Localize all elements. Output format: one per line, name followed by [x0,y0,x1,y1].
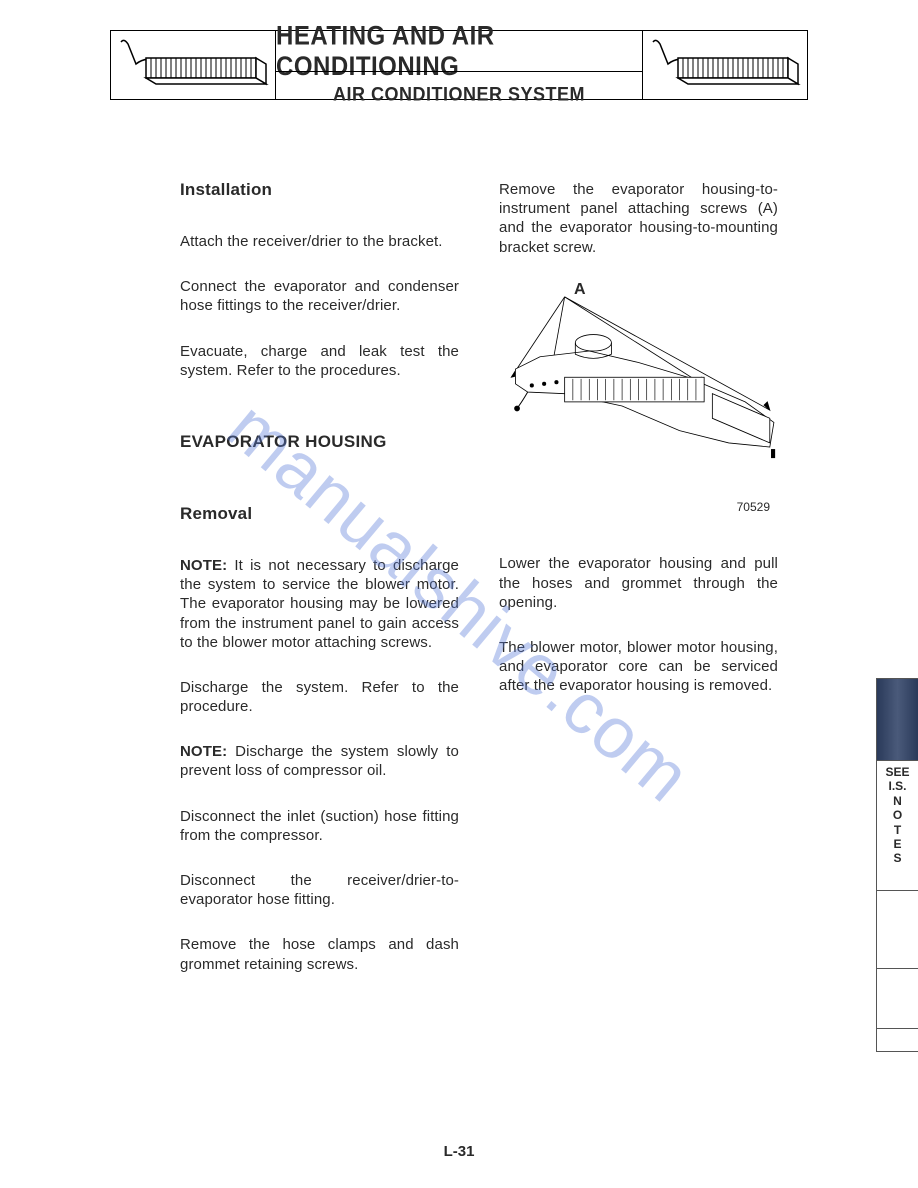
side-tab-empty [876,1028,918,1052]
para: Attach the receiver/drier to the bracket… [180,232,459,251]
side-tab-empty [876,890,918,968]
header-title: HEATING AND AIR CONDITIONING [276,21,642,83]
para: Remove the evaporator housing-to-instrum… [499,180,778,257]
heading-evaporator-housing: EVAPORATOR HOUSING [180,432,459,452]
tab-text: T [894,823,901,837]
para: Disconnect the inlet (suction) hose fitt… [180,807,459,845]
right-column: Remove the evaporator housing-to-instrum… [499,180,778,1000]
header-icon-left [111,31,276,99]
left-column: Installation Attach the receiver/drier t… [180,180,459,1000]
heater-core-icon [116,36,271,96]
para: Lower the evaporator housing and pull th… [499,554,778,612]
para: Evacuate, charge and leak test the syste… [180,342,459,380]
para: Remove the hose clamps and dash grommet … [180,935,459,973]
figure-callout-a: A [574,281,586,299]
heading-removal: Removal [180,504,459,524]
para: Discharge the system. Refer to the proce… [180,678,459,716]
para: Connect the evaporator and condenser hos… [180,277,459,315]
header-subtitle: AIR CONDITIONER SYSTEM [333,82,585,105]
header-icon-right [642,31,807,99]
header-center: HEATING AND AIR CONDITIONING AIR CONDITI… [276,31,642,99]
tab-text: N [893,794,902,808]
side-tab-notes: SEE I.S. N O T E S [876,760,918,890]
tab-text: I.S. [888,779,906,793]
note-para: NOTE: Discharge the system slowly to pre… [180,742,459,780]
note-prefix: NOTE: [180,743,227,760]
side-tab-empty [876,968,918,1028]
header-band: HEATING AND AIR CONDITIONING AIR CONDITI… [110,30,808,100]
heading-installation: Installation [180,180,459,200]
tab-text: S [893,851,901,865]
figure-evaporator-housing: A [499,287,778,481]
para: The blower motor, blower motor housing, … [499,638,778,696]
side-tabs: SEE I.S. N O T E S [876,678,918,1052]
tab-text: O [893,808,902,822]
heater-core-icon [648,36,803,96]
note-para: NOTE: It is not necessary to discharge t… [180,556,459,652]
header-divider [276,71,642,72]
para: Disconnect the receiver/drier-to-evapora… [180,871,459,909]
evaporator-housing-illustration [499,287,778,476]
tab-text: SEE [885,765,909,779]
page: HEATING AND AIR CONDITIONING AIR CONDITI… [0,0,918,1188]
tab-text: E [893,837,901,851]
side-tab-section-marker [876,678,918,760]
content-columns: Installation Attach the receiver/drier t… [40,180,878,1000]
note-prefix: NOTE: [180,557,227,574]
figure-number: 70529 [499,500,770,514]
page-number: L-31 [0,1143,918,1160]
